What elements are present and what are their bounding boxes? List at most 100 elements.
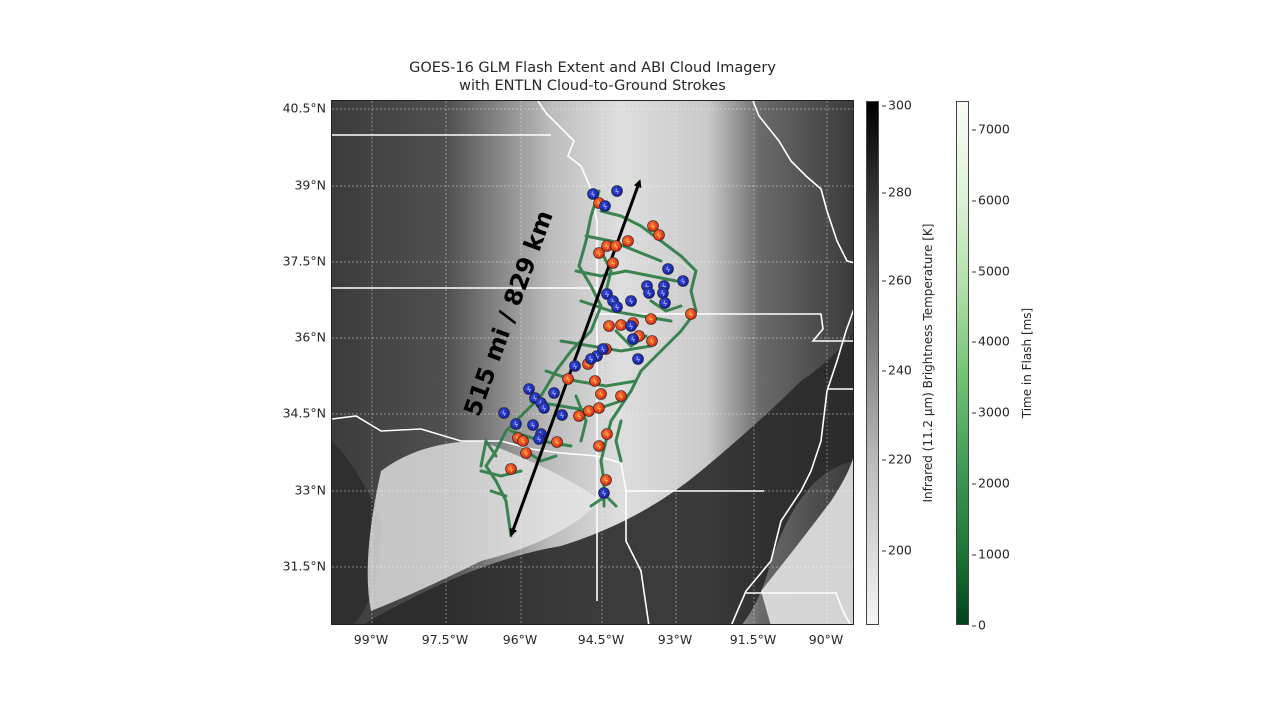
longitude-tick-label: 91.5°W [729,632,777,647]
lightning-bolt-icon: ϟ [595,353,600,361]
negative-stroke-marker [632,353,644,365]
positive-stroke-marker [593,247,605,259]
negative-stroke-marker [611,301,623,313]
longitude-tick-label: 97.5°W [421,632,469,647]
time-tick-label: 6000 [972,192,1010,208]
negative-stroke-marker [662,263,674,275]
temperature-tick-label: 220 [882,451,912,467]
lightning-bolt-icon: ϟ [542,405,547,413]
latitude-tick-label: 40.5°N [282,100,326,116]
longitude-tick-label: 93°W [657,632,693,647]
negative-stroke-marker [597,343,609,355]
lightning-bolt-icon: ϟ [597,443,602,451]
lightning-bolt-icon: ϟ [605,291,610,299]
negative-stroke-marker [523,383,535,395]
positive-stroke-marker [601,428,613,440]
negative-stroke-marker [659,297,671,309]
positive-stroke-marker [622,235,634,247]
lightning-bolt-icon: ϟ [663,300,668,308]
lightning-bolt-icon: ϟ [577,413,582,421]
negative-stroke-marker [627,333,639,345]
lightning-bolt-icon: ϟ [614,243,619,251]
positive-stroke-marker [593,440,605,452]
lightning-bolt-icon: ϟ [601,346,606,354]
lightning-bolt-icon: ϟ [631,336,636,344]
latitude-tick-label: 33°N [294,482,326,498]
lightning-bolt-icon: ϟ [637,333,642,341]
positive-stroke-marker [610,240,622,252]
lightning-bolt-icon: ϟ [626,238,631,246]
negative-stroke-marker [527,419,539,431]
lightning-bolt-icon: ϟ [651,223,656,231]
lightning-bolt-icon: ϟ [560,412,565,420]
lightning-bolt-icon: ϟ [619,322,624,330]
lightning-bolt-icon: ϟ [597,405,602,413]
negative-stroke-marker [538,402,550,414]
temperature-tick-label: 260 [882,272,912,288]
positive-stroke-marker [607,257,619,269]
latitude-tick-label: 36°N [294,329,326,345]
lightning-bolt-icon: ϟ [615,304,620,312]
positive-stroke-marker [589,375,601,387]
time-tick-label: 2000 [972,475,1010,491]
lightning-bolt-icon: ϟ [657,232,662,240]
lightning-bolt-icon: ϟ [527,386,532,394]
lightning-bolt-icon: ϟ [689,311,694,319]
negative-stroke-marker [585,353,597,365]
positive-stroke-marker [505,463,517,475]
temperature-tick-label: 300 [882,97,912,113]
positive-stroke-marker [646,335,658,347]
negative-stroke-marker [599,200,611,212]
positive-stroke-marker [593,402,605,414]
lightning-bolt-icon: ϟ [666,266,671,274]
lightning-bolt-icon: ϟ [604,477,609,485]
lightning-bolt-icon: ϟ [593,378,598,386]
lightning-bolt-icon: ϟ [531,422,536,430]
lightning-bolt-icon: ϟ [611,260,616,268]
lightning-bolt-icon: ϟ [629,298,634,306]
negative-stroke-marker [677,275,689,287]
lightning-bolt-icon: ϟ [603,203,608,211]
negative-stroke-marker [498,407,510,419]
lightning-bolt-icon: ϟ [650,338,655,346]
positive-stroke-marker [645,313,657,325]
time-tick-label: 3000 [972,404,1010,420]
lightning-bolt-icon: ϟ [555,439,560,447]
lightning-bolt-icon: ϟ [552,390,557,398]
lightning-bolt-icon: ϟ [662,283,667,291]
lightning-bolt-icon: ϟ [636,356,641,364]
time-tick-label: 7000 [972,121,1010,137]
positive-stroke-marker [562,373,574,385]
lightning-bolt-icon: ϟ [649,316,654,324]
positive-stroke-marker [600,474,612,486]
lightning-bolt-icon: ϟ [615,188,620,196]
lightning-bolt-icon: ϟ [681,278,686,286]
negative-stroke-marker [625,320,637,332]
latitude-tick-label: 37.5°N [282,253,326,269]
lightning-bolt-icon: ϟ [589,356,594,364]
longitude-tick-label: 96°W [502,632,538,647]
temperature-tick-label: 240 [882,362,912,378]
positive-stroke-marker [517,435,529,447]
lightning-bolt-icon: ϟ [537,436,542,444]
lightning-bolt-icon: ϟ [629,323,634,331]
positive-stroke-marker [685,308,697,320]
positive-stroke-marker [653,229,665,241]
negative-stroke-marker [510,418,522,430]
temperature-tick-label: 200 [882,542,912,558]
positive-stroke-marker [615,390,627,402]
longitude-tick-label: 90°W [808,632,844,647]
lightning-bolt-icon: ϟ [645,283,650,291]
lightning-bolt-icon: ϟ [599,391,604,399]
lightning-bolt-icon: ϟ [502,410,507,418]
lightning-bolt-icon: ϟ [509,466,514,474]
negative-stroke-marker [533,433,545,445]
temperature-tick-label: 280 [882,184,912,200]
lightning-bolt-icon: ϟ [521,438,526,446]
positive-stroke-marker [520,447,532,459]
lightning-bolt-icon: ϟ [533,395,538,403]
negative-stroke-marker [587,188,599,200]
lightning-bolt-icon: ϟ [591,191,596,199]
lightning-bolt-icon: ϟ [587,408,592,416]
time-colorbar-label: Time in Flash [ms] [1020,307,1034,419]
